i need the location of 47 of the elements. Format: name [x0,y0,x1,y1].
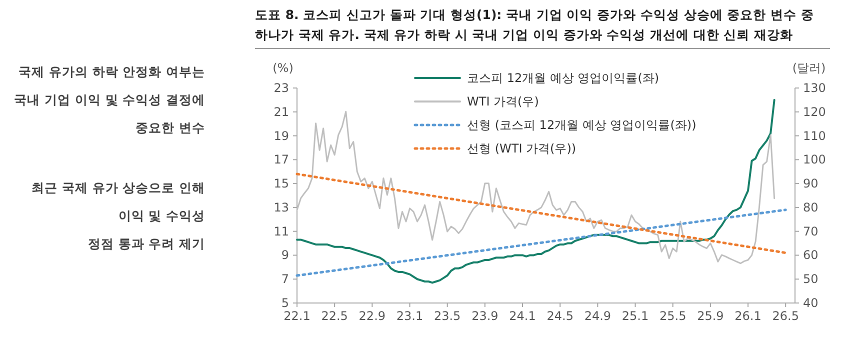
y-tick-label: 15 [274,176,289,191]
y-tick-label: 23 [274,81,289,95]
legend-label: WTI 가격(우) [467,94,539,108]
text: 이익 및 수익성 [117,207,205,225]
y2-tick-label: 80 [803,200,818,214]
y-tick-label: 5 [281,296,289,310]
x-tick-label: 22.9 [358,309,386,323]
y2-tick-label: 110 [803,128,826,143]
y2-tick-label: 90 [803,176,818,191]
y2-tick-label: 100 [803,152,826,167]
text: 국제 유가의 하락 안정화 여부는 [18,63,205,81]
y-tick-label: 11 [274,224,289,238]
x-tick-label: 25.9 [697,309,724,323]
y2-axis-title: (달러) [792,61,826,75]
y-tick-label: 21 [274,104,289,119]
x-tick-label: 22.5 [321,309,348,323]
y2-tick-label: 40 [803,296,818,310]
x-tick-label: 25.1 [622,309,649,323]
y-tick-label: 9 [281,248,289,262]
y-axis-title: (%) [272,61,294,75]
x-tick-label: 25.5 [659,309,686,323]
x-tick-label: 26.5 [772,309,799,323]
y-tick-label: 19 [274,128,289,143]
y-tick-label: 17 [274,152,289,167]
y2-tick-label: 120 [803,104,826,119]
text: 중요한 변수 [134,119,205,137]
legend-label: 선형 (WTI 가격(우)) [467,142,576,156]
y2-tick-label: 50 [803,272,818,286]
x-tick-label: 23.9 [472,309,498,323]
y2-tick-label: 70 [803,224,818,238]
x-tick-label: 24.5 [546,309,574,323]
y2-tick-label: 60 [803,248,818,262]
x-tick-label: 24.1 [509,309,536,323]
legend-label: 코스피 12개월 예상 영업이익률(좌) [467,71,660,85]
x-tick-label: 23.5 [434,309,461,323]
text: 정점 통과 우려 제기 [86,235,205,253]
x-tick-label: 26.1 [734,309,762,323]
y2-tick-label: 130 [803,81,826,95]
text: 최근 국제 유가 상승으로 인해 [30,179,205,197]
x-tick-label: 23.1 [396,309,424,323]
y-tick-label: 7 [281,272,289,286]
chart-title: 도표 8. 코스피 신고가 돌파 기대 형성(1): 국내 기업 이익 증가와 수익성 상승에 중요한 변수 중 하나가 국제 유가. 국제 유가 하락 시 국내 기업 이익 증가와 수익성 개선에 대한 신뢰 재강화 [255,5,830,49]
x-tick-label: 22.1 [284,309,310,323]
legend-label: 선형 (코스피 12개월 예상 영업이익률(좌)) [467,118,696,132]
x-tick-label: 24.9 [584,309,612,323]
text: 국내 기업 이익 및 수익성 결정에 [13,91,205,109]
y-tick-label: 13 [274,200,289,214]
